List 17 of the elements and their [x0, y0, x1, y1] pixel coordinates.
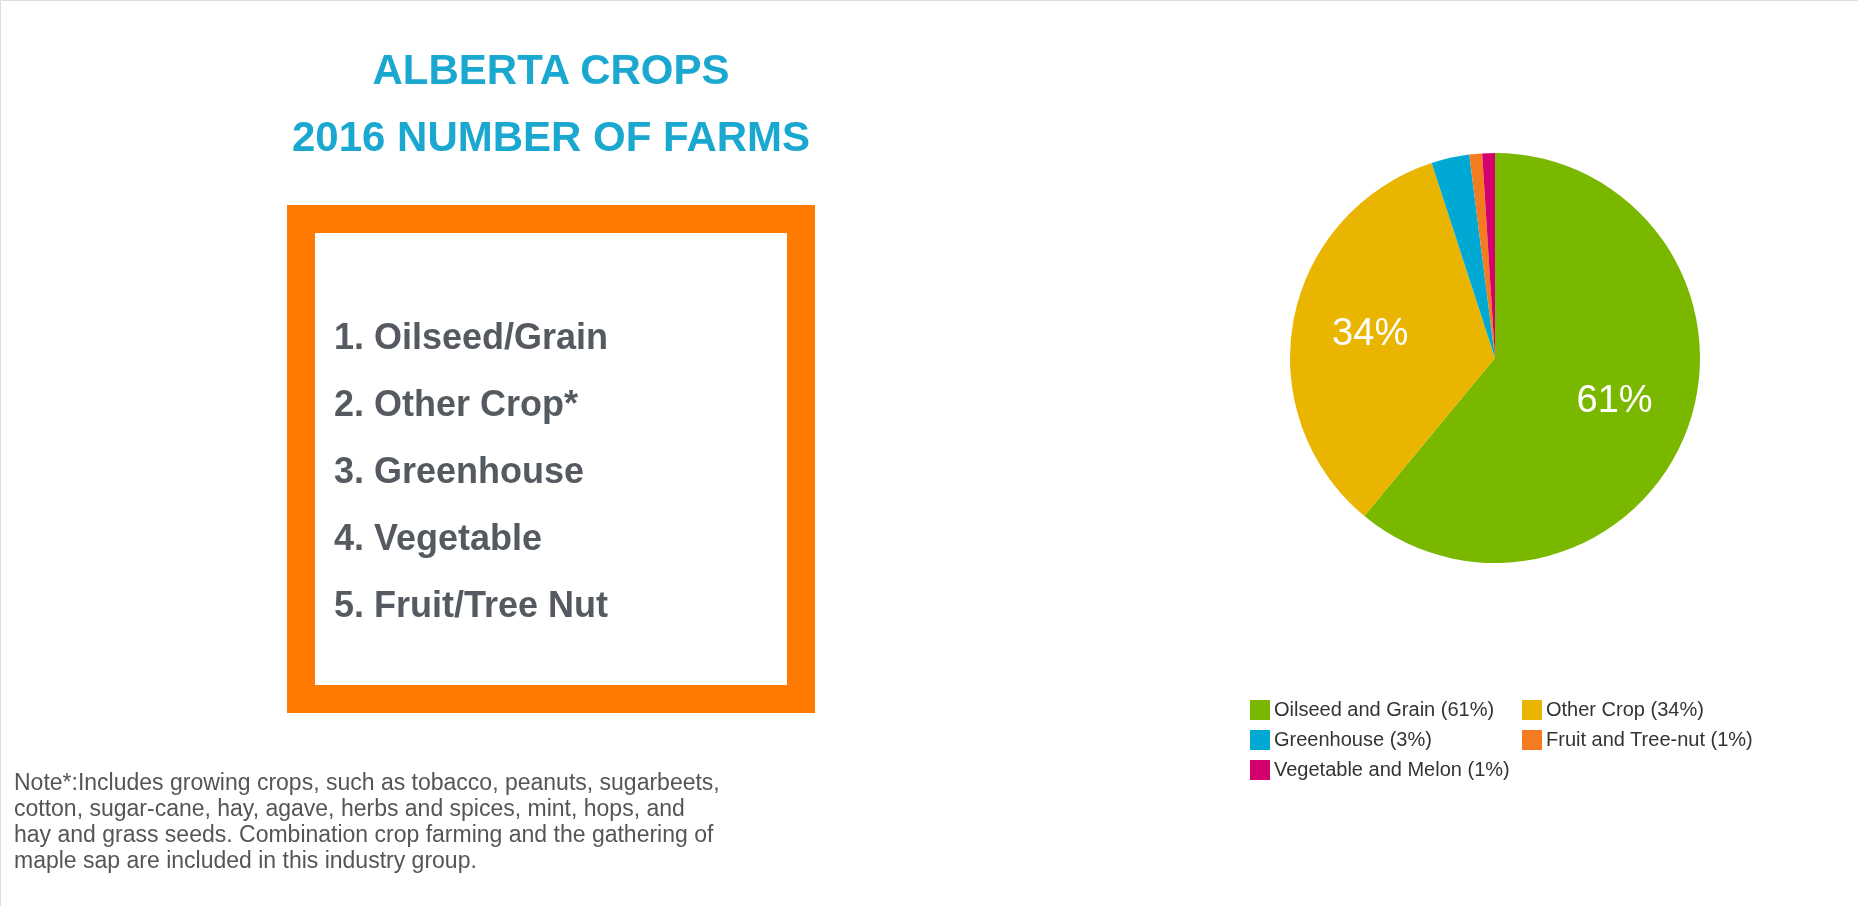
legend-label: Greenhouse (3%)	[1274, 728, 1432, 750]
text: 4. Vegetable	[334, 517, 543, 558]
text: Note*:Includes growing crops, such as tobacco, peanuts, sugarbeets, cotton, sugar-cane, hay, agave, herbs and spices, mint, hops, and hay and grass seeds. Combination crop farming and the gathering of maple sap are included in this industry group.	[14, 769, 720, 873]
text: 2016 NUMBER OF FARMS	[291, 113, 811, 160]
legend-label: Other Crop (34%)	[1546, 698, 1704, 720]
data-label: 34%	[1332, 311, 1409, 354]
text: 5. Fruit/Tree Nut	[334, 584, 609, 625]
pie-slice	[1431, 154, 1495, 358]
legend-label: Fruit and Tree-nut (1%)	[1546, 728, 1753, 750]
legend-label: Oilseed and Grain (61%)	[1274, 698, 1495, 720]
pie-slice	[1290, 163, 1495, 516]
text: 2. Other Crop*	[334, 383, 579, 424]
text: ALBERTA CROPS	[372, 46, 730, 93]
text: 1. Oilseed/Grain	[334, 316, 609, 357]
text: 3. Greenhouse	[334, 450, 585, 491]
data-label: 61%	[1576, 378, 1653, 421]
legend-label: Vegetable and Melon (1%)	[1274, 758, 1510, 780]
